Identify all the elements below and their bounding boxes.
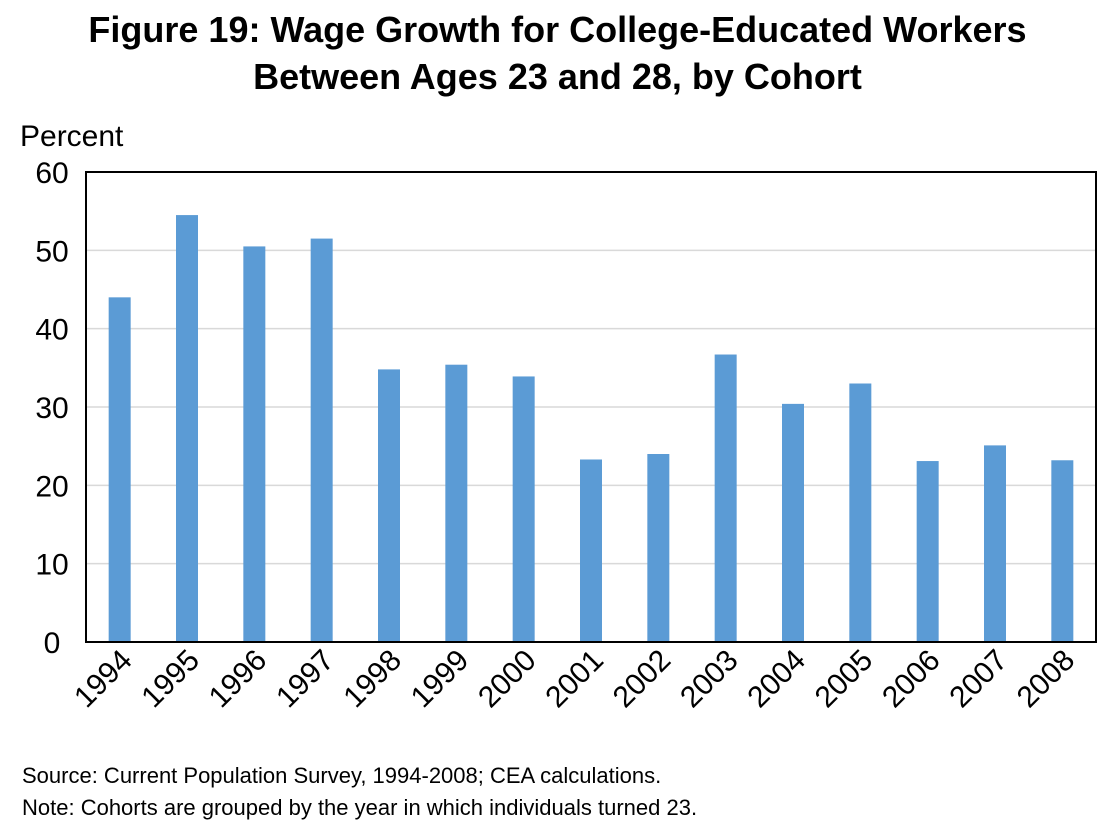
chart-title-line-1: Figure 19: Wage Growth for College-Educa… — [88, 9, 1027, 50]
bar-1996 — [243, 246, 266, 642]
y-tick-labels: 0 10 20 30 40 50 60 — [35, 157, 68, 660]
x-tick-label: 2005 — [809, 644, 880, 715]
x-tick-label: 1996 — [203, 644, 274, 715]
bar-2000 — [512, 376, 535, 642]
cohort-note: Note: Cohorts are grouped by the year in… — [22, 795, 698, 820]
bar-2008 — [1051, 460, 1074, 642]
bar-1998 — [378, 369, 400, 642]
bar-2002 — [647, 454, 670, 642]
x-tick-label: 2007 — [943, 644, 1014, 715]
y-tick-label: 40 — [35, 314, 68, 347]
y-tick-label: 0 — [44, 627, 61, 660]
plot-frame — [85, 171, 1097, 643]
bar-1994 — [108, 297, 131, 642]
x-tick-label: 2001 — [539, 644, 610, 715]
x-tick-label: 1994 — [68, 644, 139, 715]
y-tick-label: 30 — [35, 392, 68, 425]
bar-2003 — [714, 354, 737, 642]
x-tick-label: 2000 — [472, 644, 543, 715]
x-tick-label: 1998 — [337, 644, 408, 715]
x-tick-label: 2004 — [741, 644, 812, 715]
x-tick-label: 1995 — [135, 644, 206, 715]
y-tick-label: 20 — [35, 470, 68, 503]
bar-1997 — [310, 238, 333, 643]
chart-title: Figure 19: Wage Growth for College-Educa… — [0, 6, 1115, 100]
y-tick-label: 60 — [35, 157, 68, 190]
y-axis-label: Percent — [20, 120, 124, 153]
bar-1999 — [445, 364, 468, 642]
x-tick-label: 2006 — [876, 644, 947, 715]
bar-2006 — [916, 461, 939, 642]
bar-1995 — [176, 215, 198, 643]
bar-2001 — [580, 459, 602, 642]
x-tick-labels: 1994199519961997199819992000200120022003… — [68, 644, 1081, 715]
chart-title-line-2: Between Ages 23 and 28, by Cohort — [253, 56, 862, 97]
source-note: Source: Current Population Survey, 1994-… — [22, 763, 662, 788]
bar-2005 — [849, 383, 872, 642]
bars — [108, 215, 1074, 643]
x-tick-label: 2008 — [1011, 644, 1082, 715]
bar-2004 — [782, 403, 804, 642]
x-tick-label: 1999 — [405, 644, 476, 715]
footnotes: Source: Current Population Survey, 1994-… — [22, 760, 697, 824]
x-tick-label: 1997 — [270, 644, 341, 715]
y-tick-label: 50 — [35, 235, 68, 268]
x-tick-label: 2003 — [674, 644, 745, 715]
bar-2007 — [984, 445, 1006, 642]
y-tick-label: 10 — [35, 549, 68, 582]
x-tick-label: 2002 — [607, 644, 678, 715]
